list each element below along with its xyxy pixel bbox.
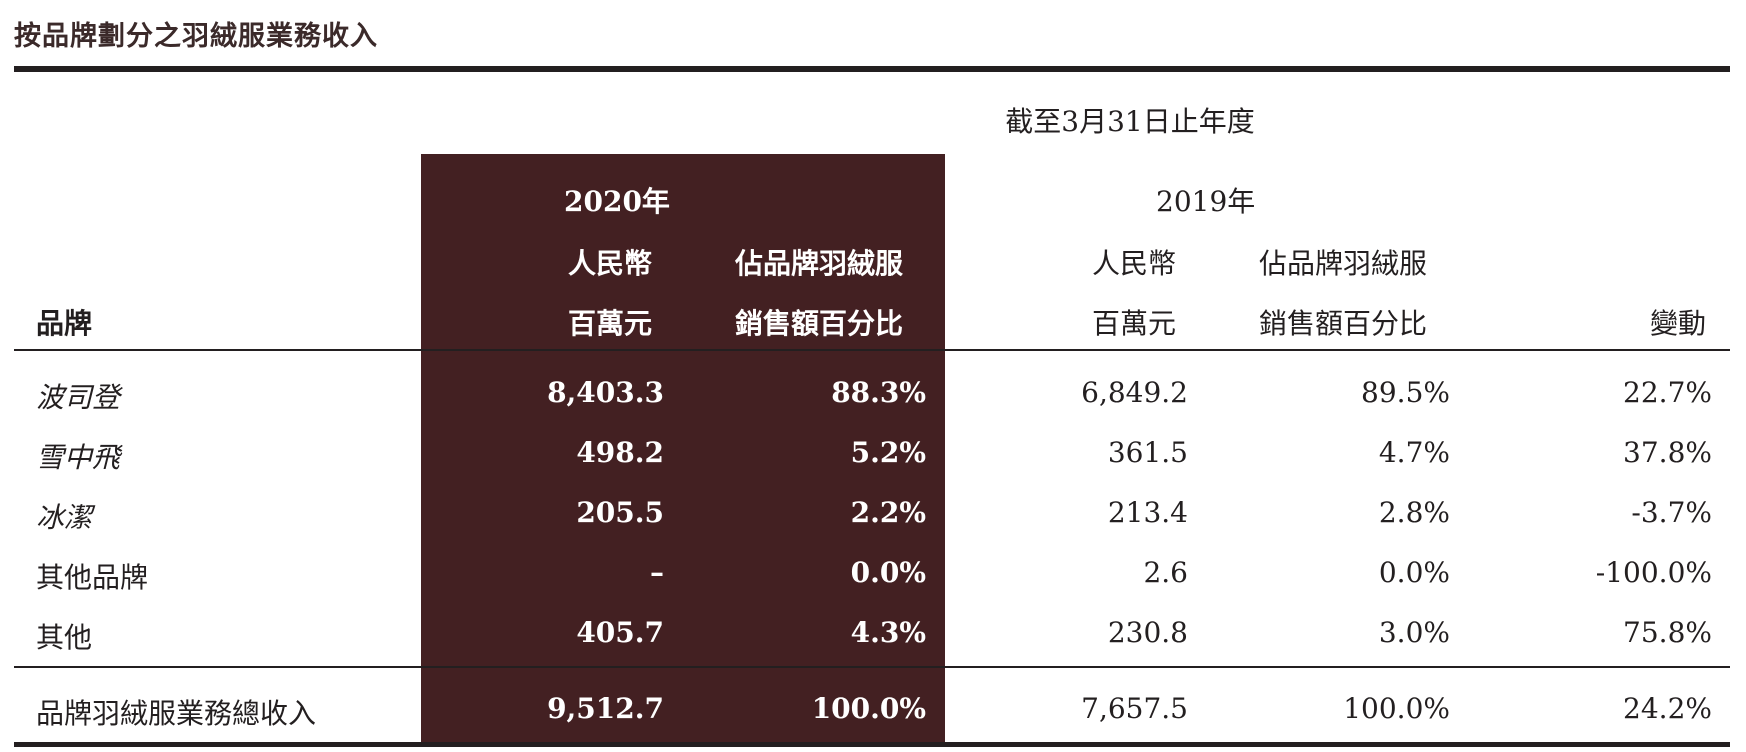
rmb-2020-value: 405.7 bbox=[576, 616, 664, 649]
change-value: 75.8% bbox=[1623, 616, 1712, 649]
rmb-2020-value: 8,403.3 bbox=[547, 376, 664, 409]
rmb-2019-value: 213.4 bbox=[1107, 496, 1188, 529]
pct-2019-total: 100.0% bbox=[1343, 692, 1450, 725]
rmb-2019-value: 230.8 bbox=[1107, 616, 1188, 649]
pct-2019-value: 2.8% bbox=[1378, 496, 1450, 529]
rmb-2020-value: 498.2 bbox=[576, 436, 664, 469]
change-total: 24.2% bbox=[1623, 692, 1712, 725]
year-2020-header: 2020年 bbox=[564, 185, 670, 218]
pct-2020-value: 4.3% bbox=[850, 616, 926, 649]
rmb-2020-header-line1: 人民幣 bbox=[568, 247, 653, 280]
pct-2019-value: 89.5% bbox=[1361, 376, 1450, 409]
pct-2019-value: 3.0% bbox=[1378, 616, 1450, 649]
total-label: 品牌羽絨服業務總收入 bbox=[36, 697, 317, 730]
brand-name: 冰潔 bbox=[36, 501, 93, 534]
table-title: 按品牌劃分之羽絨服業務收入 bbox=[14, 21, 378, 52]
pct-2020-value: 5.2% bbox=[850, 436, 926, 469]
rmb-2020-value: – bbox=[650, 556, 664, 589]
pct-2019-header-line1: 佔品牌羽絨服 bbox=[1259, 247, 1428, 280]
change-value: -100.0% bbox=[1595, 556, 1712, 589]
change-value: -3.7% bbox=[1631, 496, 1712, 529]
top-rule bbox=[14, 66, 1730, 72]
table-row: 雪中飛 498.2 5.2% 361.5 4.7% 37.8% bbox=[0, 436, 1746, 476]
table-row: 其他品牌 – 0.0% 2.6 0.0% -100.0% bbox=[0, 556, 1746, 596]
pct-2019-value: 0.0% bbox=[1378, 556, 1450, 589]
change-column-header: 變動 bbox=[1650, 307, 1707, 340]
rmb-2019-header-line1: 人民幣 bbox=[1092, 247, 1177, 280]
year-2019-header: 2019年 bbox=[1156, 185, 1256, 218]
bottom-rule bbox=[14, 742, 1730, 747]
rmb-2019-value: 6,849.2 bbox=[1081, 376, 1188, 409]
brand-name: 雪中飛 bbox=[36, 441, 121, 474]
brand-name: 其他品牌 bbox=[36, 561, 149, 594]
table-row: 冰潔 205.5 2.2% 213.4 2.8% -3.7% bbox=[0, 496, 1746, 536]
header-rule bbox=[14, 349, 1730, 351]
pct-2020-value: 0.0% bbox=[850, 556, 926, 589]
brand-name: 其他 bbox=[36, 621, 93, 654]
total-rule bbox=[14, 666, 1730, 668]
brand-column-header: 品牌 bbox=[36, 307, 93, 340]
brand-name: 波司登 bbox=[36, 381, 121, 414]
rmb-2020-value: 205.5 bbox=[576, 496, 664, 529]
pct-2019-value: 4.7% bbox=[1378, 436, 1450, 469]
rmb-2020-header-line2: 百萬元 bbox=[568, 307, 653, 340]
change-value: 22.7% bbox=[1623, 376, 1712, 409]
rmb-2019-value: 2.6 bbox=[1143, 556, 1188, 589]
pct-2020-value: 88.3% bbox=[831, 376, 926, 409]
period-header: 截至3月31日止年度 bbox=[1005, 105, 1255, 138]
pct-2020-header-line2: 銷售額百分比 bbox=[735, 307, 904, 340]
rmb-2020-total: 9,512.7 bbox=[547, 692, 664, 725]
rmb-2019-total: 7,657.5 bbox=[1081, 692, 1188, 725]
pct-2020-value: 2.2% bbox=[850, 496, 926, 529]
table-row: 波司登 8,403.3 88.3% 6,849.2 89.5% 22.7% bbox=[0, 376, 1746, 416]
pct-2020-header-line1: 佔品牌羽絨服 bbox=[735, 247, 904, 280]
rmb-2019-header-line2: 百萬元 bbox=[1092, 307, 1177, 340]
rmb-2019-value: 361.5 bbox=[1107, 436, 1188, 469]
change-value: 37.8% bbox=[1623, 436, 1712, 469]
table-row: 其他 405.7 4.3% 230.8 3.0% 75.8% bbox=[0, 616, 1746, 656]
pct-2019-header-line2: 銷售額百分比 bbox=[1259, 307, 1428, 340]
pct-2020-total: 100.0% bbox=[811, 692, 926, 725]
total-row: 品牌羽絨服業務總收入 9,512.7 100.0% 7,657.5 100.0%… bbox=[0, 692, 1746, 732]
highlight-column-2020 bbox=[421, 154, 945, 742]
